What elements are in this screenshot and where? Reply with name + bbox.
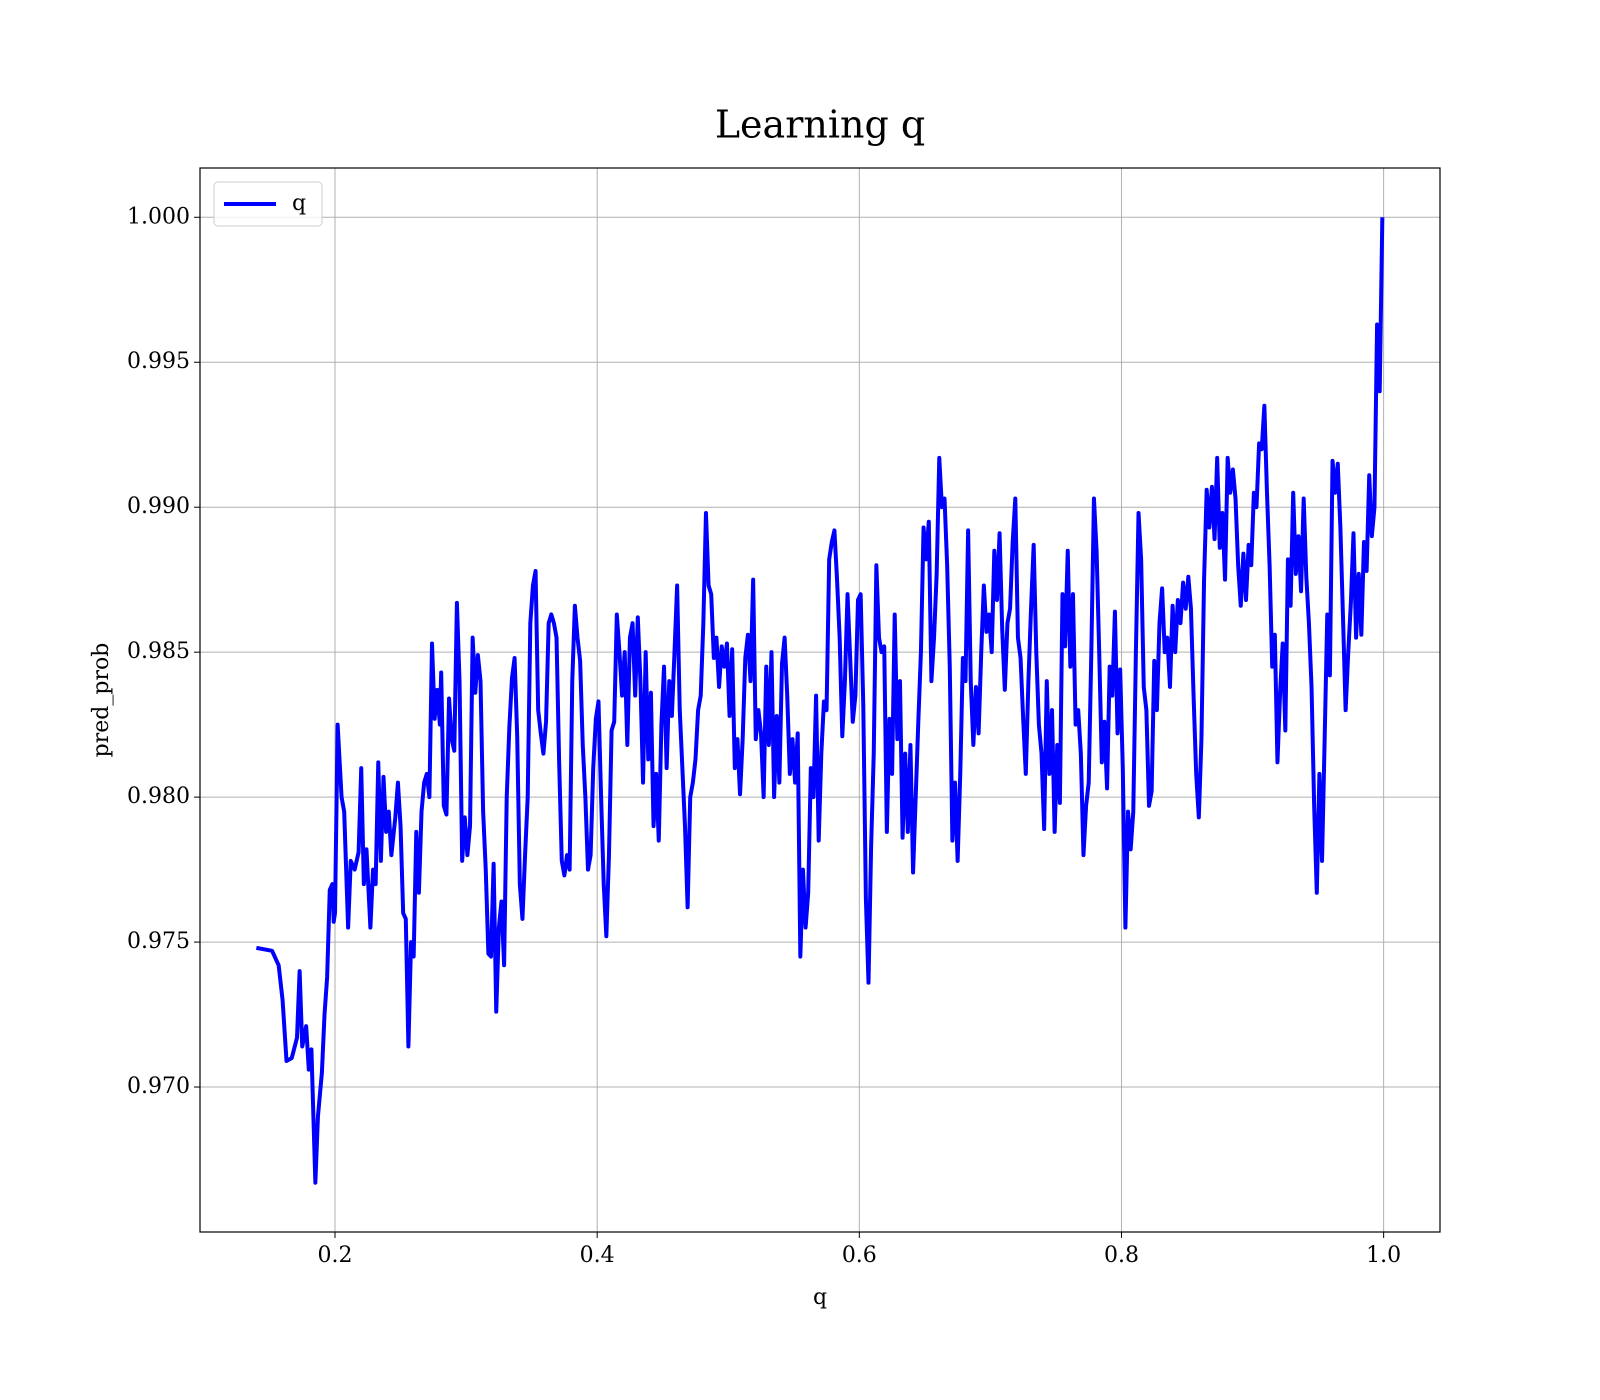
y-tick-label: 0.995 <box>127 349 190 374</box>
x-tick-label: 0.6 <box>842 1243 877 1268</box>
y-tick-label: 0.970 <box>127 1074 190 1099</box>
data-line <box>255 217 1385 1185</box>
x-tick-label: 0.4 <box>580 1243 615 1268</box>
plot-frame <box>199 167 1441 1233</box>
y-tick-label: 1.000 <box>127 204 190 229</box>
x-tick-label: 0.2 <box>318 1243 353 1268</box>
legend-label: q <box>292 191 306 216</box>
y-tick-label: 0.985 <box>127 639 190 664</box>
x-tick-label: 1.0 <box>1366 1243 1401 1268</box>
y-tick-label: 0.980 <box>127 784 190 809</box>
y-axis-label: pred_prob <box>89 643 114 758</box>
chart-title: Learning q <box>715 103 925 147</box>
x-axis-label: q <box>813 1285 827 1310</box>
x-tick-label: 0.8 <box>1104 1243 1139 1268</box>
y-tick-label: 0.990 <box>127 494 190 519</box>
y-tick-label: 0.975 <box>127 929 190 954</box>
